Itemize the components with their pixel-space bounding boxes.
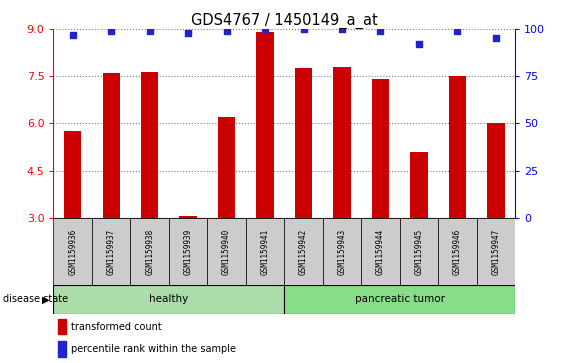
Text: GSM1159945: GSM1159945 [414,228,423,274]
Text: ▶: ▶ [42,294,50,305]
Text: GSM1159944: GSM1159944 [376,228,385,274]
Bar [487,123,504,218]
Bar [256,32,274,218]
Text: GSM1159941: GSM1159941 [261,228,270,274]
Text: pancreatic tumor: pancreatic tumor [355,294,445,305]
Bar [410,152,428,218]
Text: healthy: healthy [149,294,189,305]
Point [184,30,193,36]
Point [68,32,77,38]
Bar [92,218,131,285]
Point [376,28,385,34]
Bar [477,218,515,285]
Text: disease state: disease state [3,294,68,305]
Bar [323,218,361,285]
Bar [246,218,284,285]
Bar [53,218,92,285]
Point [107,28,116,34]
Bar [58,319,66,334]
Bar [361,218,400,285]
Bar [295,68,312,218]
Bar [58,341,66,357]
Bar [372,79,389,218]
Text: GSM1159937: GSM1159937 [107,228,115,274]
Point [453,28,462,34]
Bar [449,76,466,218]
Text: GSM1159939: GSM1159939 [184,228,193,274]
Point [145,28,154,34]
Text: GSM1159938: GSM1159938 [145,228,154,274]
Text: GSM1159940: GSM1159940 [222,228,231,274]
Bar [141,72,158,218]
Point [414,41,423,47]
Bar [131,218,169,285]
Bar [284,218,323,285]
Bar [438,218,477,285]
Bar [53,285,284,314]
Bar [400,218,438,285]
Bar [218,117,235,218]
Bar [284,285,515,314]
Point [337,26,346,32]
Text: GSM1159936: GSM1159936 [68,228,77,274]
Bar [102,73,120,218]
Bar [180,216,197,218]
Text: transformed count: transformed count [71,322,162,332]
Text: percentile rank within the sample: percentile rank within the sample [71,344,236,354]
Text: GSM1159947: GSM1159947 [491,228,501,274]
Point [222,28,231,34]
Bar [64,131,82,218]
Bar [333,67,351,218]
Point [491,36,501,41]
Text: GSM1159943: GSM1159943 [338,228,346,274]
Point [299,26,308,32]
Title: GDS4767 / 1450149_a_at: GDS4767 / 1450149_a_at [191,13,378,29]
Text: GSM1159942: GSM1159942 [299,228,308,274]
Bar [169,218,207,285]
Point [261,26,270,32]
Bar [207,218,246,285]
Text: GSM1159946: GSM1159946 [453,228,462,274]
